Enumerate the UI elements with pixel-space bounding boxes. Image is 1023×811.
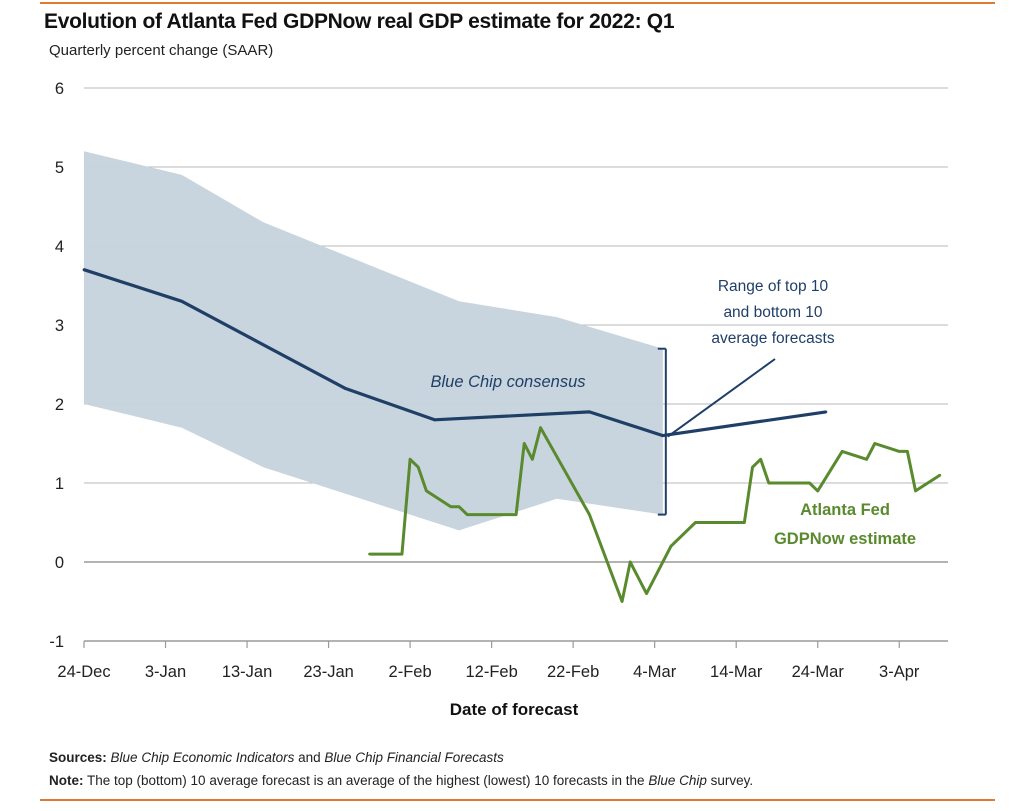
- gdpnow-point: [808, 481, 811, 485]
- note-italic: Blue Chip: [648, 773, 707, 788]
- range-callout-line: [667, 358, 776, 438]
- consensus-point: [180, 299, 184, 303]
- sources-line: Sources: Blue Chip Economic Indicators a…: [49, 750, 504, 765]
- note-label: Note:: [49, 773, 84, 788]
- x-tick-label: 22-Feb: [547, 663, 599, 681]
- gdpnow-point: [457, 505, 461, 508]
- gdpnow-point: [449, 505, 453, 508]
- y-axis-ticks: -1 0 1 2 3 4 5 6: [49, 80, 64, 651]
- y-tick-label: 0: [55, 554, 64, 572]
- consensus-annotation: Blue Chip consensus: [430, 373, 585, 391]
- gdpnow-point: [425, 489, 428, 493]
- gdpnow-point: [400, 552, 404, 556]
- x-tick-label: 3-Jan: [145, 663, 186, 681]
- x-axis-title: Date of forecast: [450, 700, 579, 719]
- gdpnow-point: [816, 489, 819, 493]
- note-line: Note: The top (bottom) 10 average foreca…: [49, 773, 753, 788]
- y-tick-label: 4: [55, 238, 64, 256]
- gdpnow-point: [759, 458, 762, 461]
- gdpnow-point: [588, 513, 591, 516]
- gdpnow-point: [465, 513, 469, 516]
- gdpnow-point: [873, 442, 876, 445]
- gdpnow-point: [417, 466, 420, 469]
- consensus-point: [588, 410, 591, 414]
- chart-title: Evolution of Atlanta Fed GDPNow real GDP…: [44, 10, 675, 33]
- gdpnow-point: [620, 600, 624, 603]
- range-annotation-line-3: average forecasts: [711, 330, 834, 347]
- gdpnow-point: [898, 450, 901, 453]
- gdpnow-point: [767, 481, 770, 485]
- x-tick-label: 14-Mar: [710, 663, 763, 681]
- consensus-point: [433, 418, 436, 422]
- gdpnow-point: [743, 521, 746, 524]
- chart-subtitle: Quarterly percent change (SAAR): [49, 42, 274, 59]
- gdpnow-point: [840, 450, 844, 453]
- gdpnow-annotation-line-1: Atlanta Fed: [800, 501, 890, 519]
- note-end: survey.: [706, 773, 754, 788]
- source-1: Blue Chip Economic Indicators: [110, 750, 295, 765]
- gdp-chart: -1 0 1 2 3 4 5 6 24-Dec 3-Jan 13-Jan 23-Jan 2-Feb 12…: [49, 80, 948, 719]
- gdpnow-point: [368, 552, 371, 556]
- gdpnow-point: [408, 458, 412, 461]
- gdpnow-point: [645, 592, 648, 595]
- gdpnow-point: [539, 426, 542, 429]
- consensus-point: [343, 386, 347, 390]
- gdpnow-point: [865, 458, 868, 461]
- x-tick-label: 23-Jan: [303, 663, 353, 681]
- y-tick-label: 3: [55, 317, 64, 335]
- x-tick-label: 3-Apr: [879, 663, 920, 681]
- x-tick-label: 4-Mar: [633, 663, 677, 681]
- range-annotation-line-1: Range of top 10: [718, 278, 829, 295]
- gdpnow-point: [523, 442, 526, 445]
- range-annotation-line-2: and bottom 10: [723, 304, 822, 321]
- gdpnow-point: [514, 513, 518, 516]
- y-tick-label: 6: [55, 80, 64, 98]
- source-2: Blue Chip Financial Forecasts: [324, 750, 504, 765]
- gdpnow-point: [694, 521, 697, 524]
- x-tick-label: 2-Feb: [389, 663, 432, 681]
- note-text: The top (bottom) 10 average forecast is …: [83, 773, 649, 788]
- y-tick-label: 2: [55, 396, 64, 414]
- gdpnow-point: [531, 458, 534, 461]
- x-axis: 24-Dec 3-Jan 13-Jan 23-Jan 2-Feb 12-Feb 22-Feb…: [57, 641, 920, 681]
- sources-and: and: [294, 750, 325, 765]
- gdpnow-point: [669, 545, 673, 548]
- x-tick-label: 24-Mar: [792, 663, 845, 681]
- range-bracket: [657, 347, 667, 516]
- top-accent-rule: [40, 2, 995, 4]
- consensus-point: [824, 410, 828, 414]
- gdpnow-point: [906, 450, 909, 453]
- consensus-point: [661, 434, 665, 437]
- gdpnow-point: [914, 489, 917, 493]
- x-tick-label: 12-Feb: [465, 663, 517, 681]
- y-tick-label: 1: [55, 475, 64, 493]
- gdpnow-point: [629, 560, 632, 564]
- gdpnow-point: [751, 466, 754, 469]
- gdpnow-point: [938, 473, 942, 477]
- y-tick-label: -1: [49, 633, 64, 651]
- x-tick-label: 13-Jan: [222, 663, 272, 681]
- consensus-point: [82, 268, 86, 272]
- gdpnow-annotation-line-2: GDPNow estimate: [774, 530, 916, 548]
- y-tick-label: 5: [55, 159, 64, 177]
- sources-label: Sources:: [49, 750, 107, 765]
- bottom-accent-rule: [40, 799, 995, 801]
- forecast-range-band: [84, 151, 663, 531]
- x-tick-label: 24-Dec: [57, 663, 110, 681]
